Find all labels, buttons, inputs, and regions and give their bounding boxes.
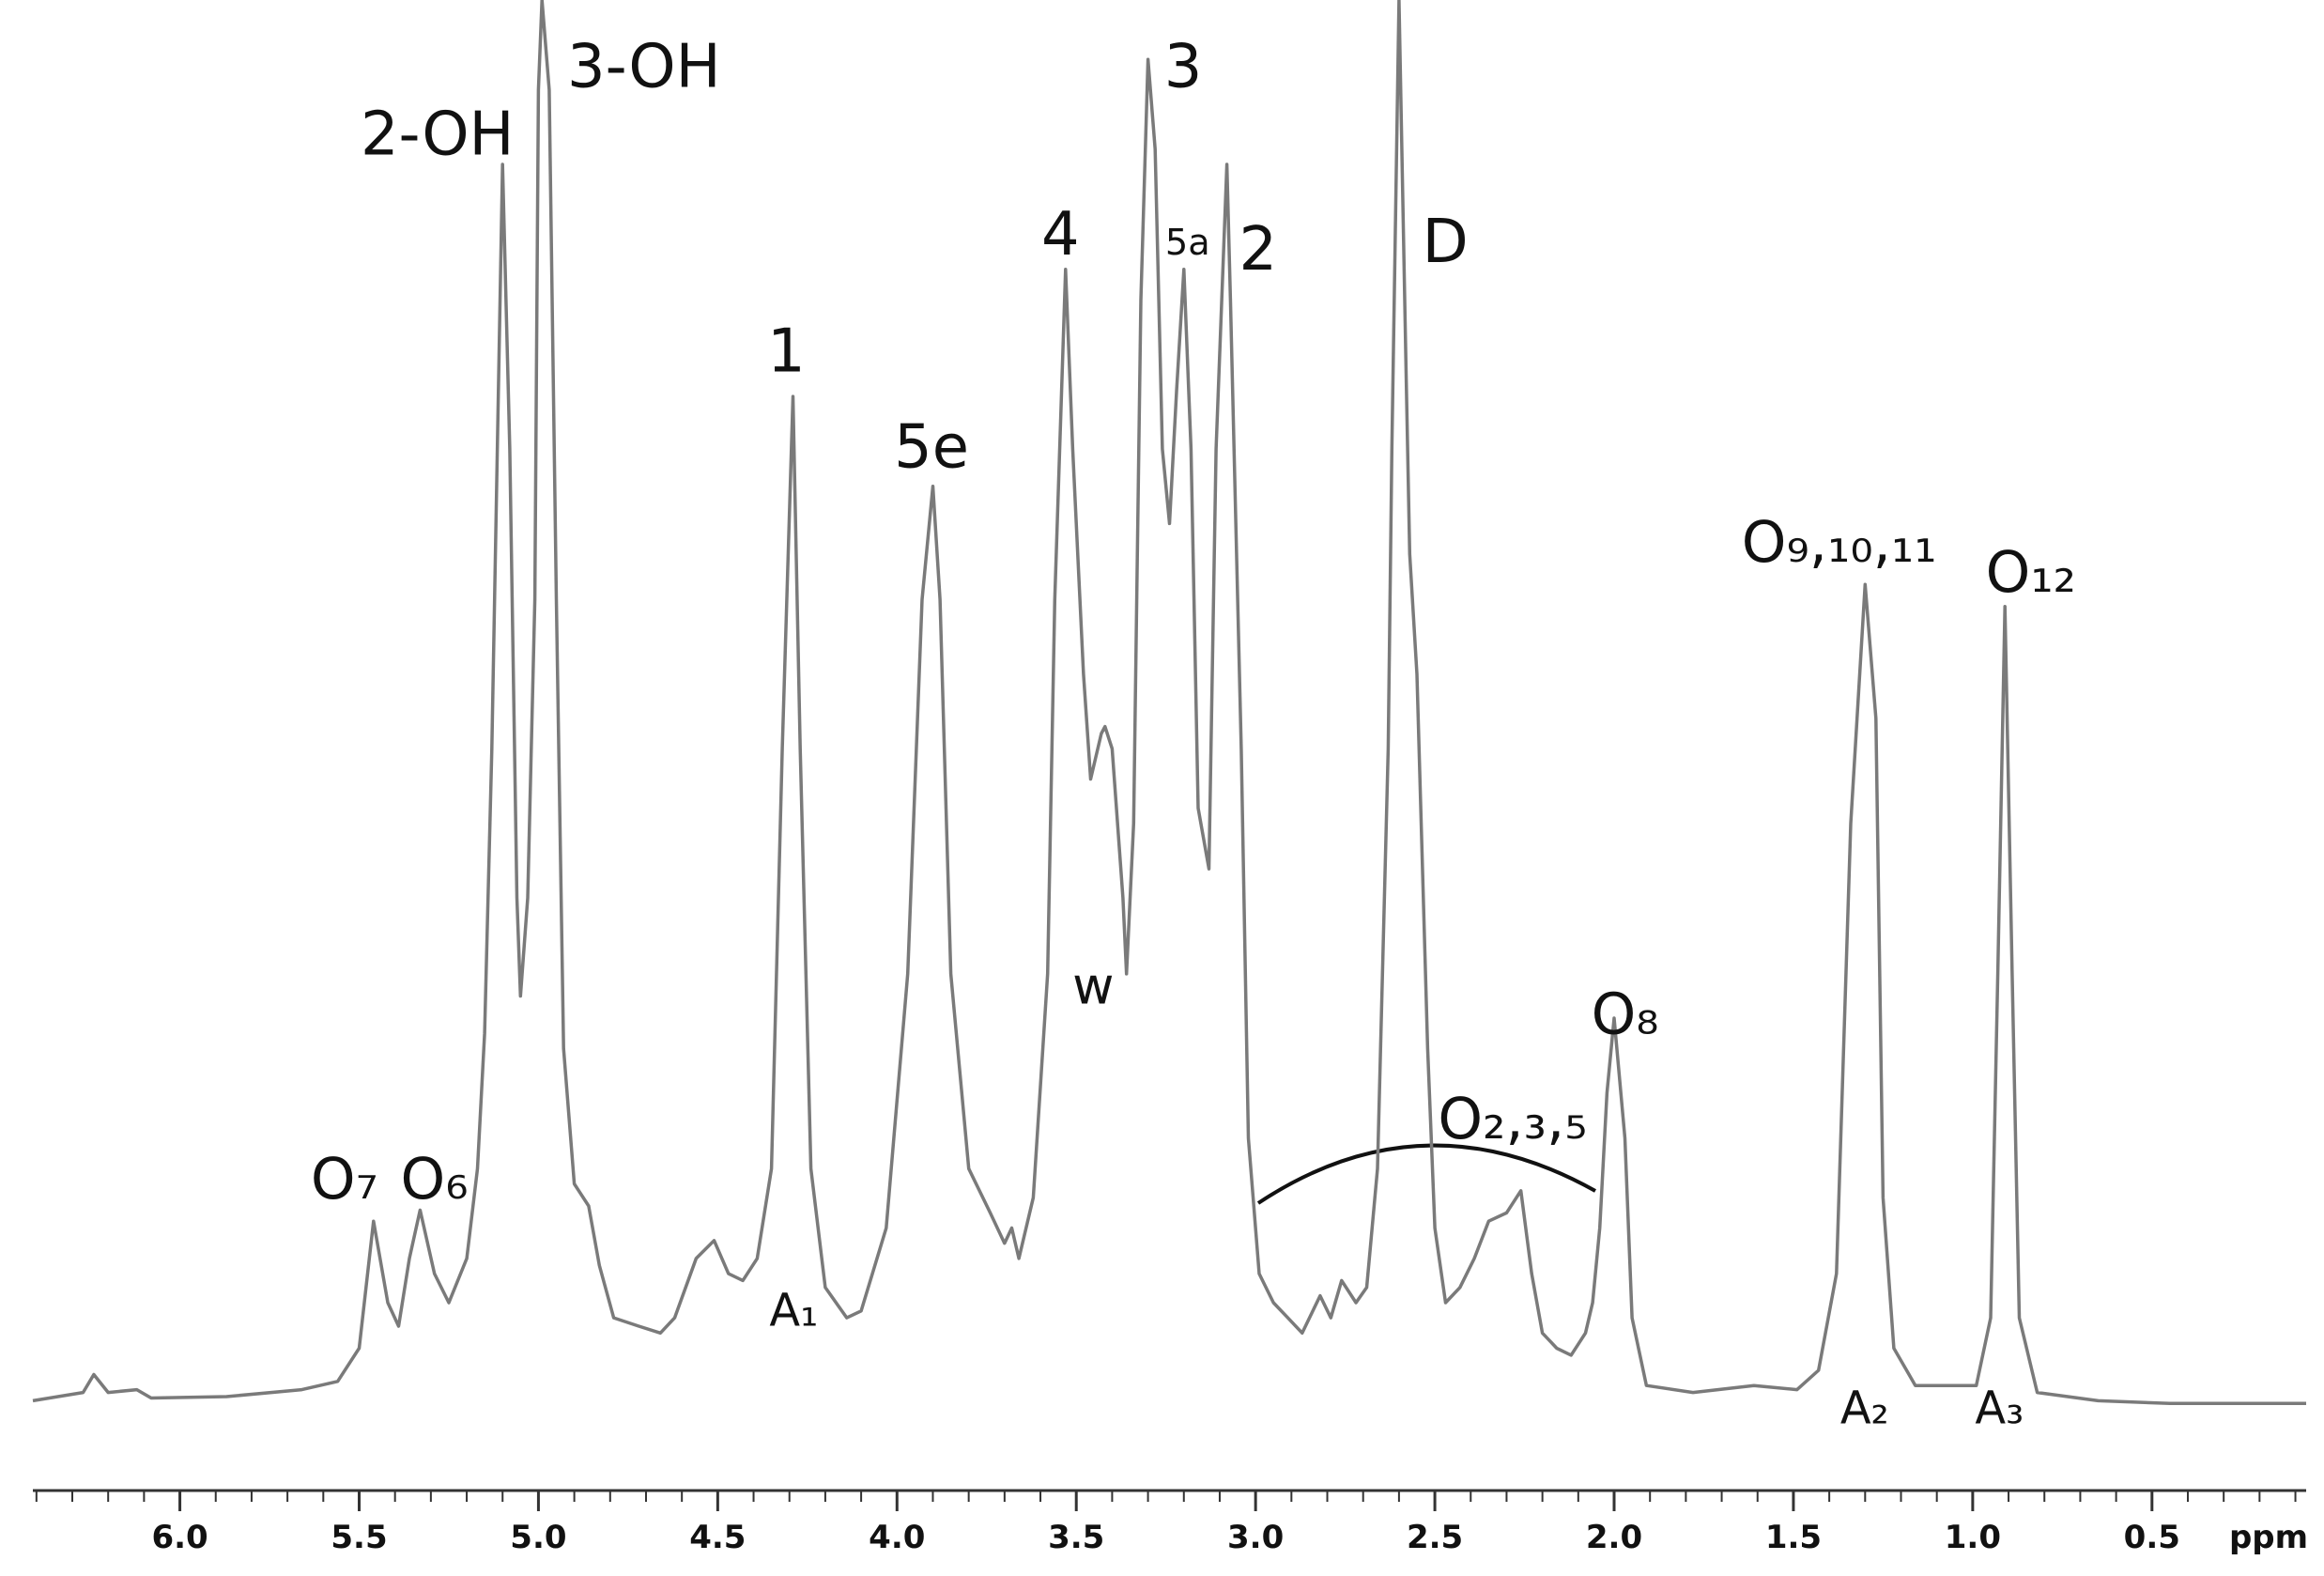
peak-label: 5a xyxy=(1165,222,1210,264)
x-tick-label: 4.0 xyxy=(869,1519,925,1556)
peak-label: O₂,₃,₅ xyxy=(1438,1087,1587,1152)
peak-label: 2 xyxy=(1239,215,1278,285)
peak-label: O₇ xyxy=(311,1147,378,1213)
peak-label: O₉,₁₀,₁₁ xyxy=(1742,510,1937,576)
x-tick-label: 3.0 xyxy=(1227,1519,1284,1556)
peak-label: 2-OH xyxy=(361,100,515,169)
x-tick-label: 5.5 xyxy=(331,1519,387,1556)
x-tick-label: 4.5 xyxy=(689,1519,746,1556)
spectrum-line xyxy=(32,0,2306,1406)
x-tick-label: 5.0 xyxy=(510,1519,566,1556)
x-tick-label: 3.5 xyxy=(1048,1519,1104,1556)
x-tick-label: 2.0 xyxy=(1586,1519,1642,1556)
peak-label: O₆ xyxy=(401,1147,469,1213)
peak-label: A₁ xyxy=(769,1286,818,1337)
x-tick-label: 1.5 xyxy=(1765,1519,1822,1556)
x-tick-label: 2.5 xyxy=(1407,1519,1463,1556)
peak-label: A₂ xyxy=(1840,1383,1889,1434)
peak-label: 4 xyxy=(1041,200,1080,270)
peak-label: 3-OH xyxy=(567,33,721,102)
peak-label: O₈ xyxy=(1592,982,1659,1048)
peak-label: w xyxy=(1072,957,1114,1016)
peak-label: 3 xyxy=(1164,33,1203,102)
peak-label: 1 xyxy=(767,317,806,387)
x-tick-label: 1.0 xyxy=(1945,1519,2001,1556)
peak-label: D xyxy=(1423,208,1469,277)
x-tick-label: 0.5 xyxy=(2124,1519,2180,1556)
peak-label: O₁₂ xyxy=(1986,540,2076,606)
region-arc xyxy=(1256,1143,1596,1205)
x-axis-label: ppm xyxy=(2229,1519,2308,1556)
peak-label: A₃ xyxy=(1975,1383,2024,1434)
x-tick-label: 6.0 xyxy=(151,1519,208,1556)
peak-label: 5e xyxy=(894,413,969,483)
